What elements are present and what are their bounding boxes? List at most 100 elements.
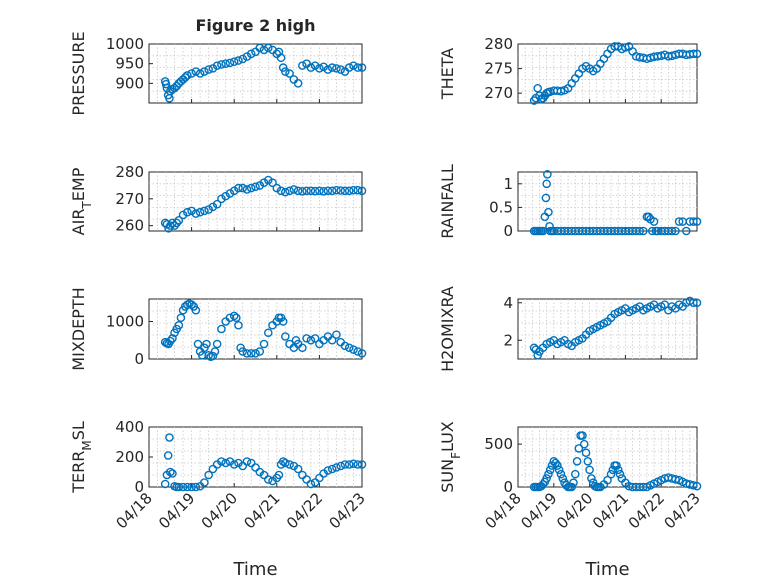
data-point: [327, 464, 337, 474]
plot-area: [148, 298, 363, 360]
y-tick-label: 275: [484, 60, 513, 78]
y-tick-label: 400: [115, 418, 144, 436]
data-point: [263, 475, 273, 484]
data-point: [310, 334, 320, 343]
data-point: [323, 466, 333, 475]
data-point: [332, 463, 341, 472]
data-point: [353, 347, 363, 356]
y-tick-label: 280: [115, 163, 144, 181]
data-point: [278, 317, 288, 326]
data-point: [289, 185, 299, 194]
data-point: [315, 473, 324, 483]
data-point: [558, 474, 568, 483]
data-point: [225, 58, 235, 68]
data-point: [281, 458, 290, 468]
data-point: [692, 49, 702, 59]
y-tick-label: 950: [115, 55, 144, 73]
data-point: [229, 186, 239, 196]
x-tick-label: 04/20: [198, 489, 241, 532]
data-point: [183, 207, 192, 217]
data-point: [298, 470, 307, 480]
x-tick-label: 04/21: [240, 489, 283, 532]
y-axis-label: MIXDEPTH: [69, 287, 88, 370]
y-tick-label: 200: [115, 448, 144, 466]
data-point: [246, 49, 256, 59]
subplot-4: 0 0.5 1 RAINFALL: [438, 164, 702, 240]
data-point: [259, 45, 269, 55]
data-point: [583, 456, 593, 466]
data-point: [340, 460, 350, 469]
data-point: [306, 186, 316, 196]
data-point: [587, 474, 596, 483]
data-point: [272, 183, 282, 193]
subplot-5: 0 1000 MIXDEPTH: [69, 287, 367, 371]
data-point: [570, 469, 580, 479]
subplot-2: 270 275 280 THETA: [438, 35, 702, 105]
data-point: [644, 212, 653, 222]
data-point: [276, 53, 286, 63]
data-point: [165, 336, 175, 346]
data-point: [574, 444, 584, 453]
data-point: [204, 205, 213, 214]
data-point: [234, 183, 243, 193]
x-axis-label-right: Time: [584, 559, 629, 580]
data-point: [221, 191, 230, 201]
data-point: [667, 226, 677, 236]
data-point: [187, 69, 196, 78]
data-point: [545, 465, 555, 475]
data-point: [217, 60, 226, 69]
data-point: [541, 193, 551, 203]
y-axis-label: SUNFLUX: [438, 421, 463, 493]
data-point: [293, 79, 303, 88]
data-point: [327, 63, 337, 72]
plot-area: [148, 426, 363, 488]
y-tick-label: 280: [484, 35, 513, 53]
data-point: [183, 71, 192, 80]
data-point: [208, 64, 218, 73]
y-tick-label: 0: [503, 222, 513, 240]
data-point: [327, 186, 337, 196]
data-point: [276, 186, 286, 196]
y-tick-label: 4: [503, 294, 513, 312]
data-point: [210, 347, 220, 356]
data-point: [174, 320, 184, 330]
data-point: [543, 170, 552, 179]
data-point: [274, 470, 284, 480]
data-point: [692, 217, 702, 226]
x-tick-label: 04/22: [283, 489, 326, 532]
data-point: [242, 185, 252, 194]
data-point: [336, 461, 346, 471]
y-tick-label: 900: [115, 74, 144, 92]
data-point: [238, 347, 248, 356]
data-point: [572, 456, 582, 466]
x-tick-label: 04/20: [553, 489, 596, 532]
y-axis-label: H2OMIXRA: [438, 286, 457, 372]
y-tick-label: 1: [503, 175, 513, 193]
data-point: [285, 69, 294, 78]
x-tick-label: 04/21: [589, 489, 632, 532]
data-point: [238, 54, 248, 64]
y-tick-label: 0: [134, 478, 144, 496]
y-tick-label: 0.5: [489, 198, 513, 216]
data-point: [581, 448, 591, 458]
data-point: [310, 186, 320, 196]
data-point: [221, 458, 230, 468]
data-point: [191, 209, 201, 218]
y-axis-label: THETA: [438, 48, 457, 100]
data-point: [281, 187, 290, 197]
data-point: [344, 63, 354, 72]
data-point: [242, 349, 252, 358]
y-tick-label: 0: [134, 350, 144, 368]
data-point: [263, 328, 273, 338]
data-point: [229, 57, 239, 67]
data-point: [246, 349, 256, 358]
data-point: [255, 347, 265, 356]
data-point: [200, 206, 209, 216]
data-point: [285, 186, 294, 196]
data-point: [259, 178, 269, 188]
data-point: [293, 186, 303, 196]
data-point: [168, 334, 177, 343]
